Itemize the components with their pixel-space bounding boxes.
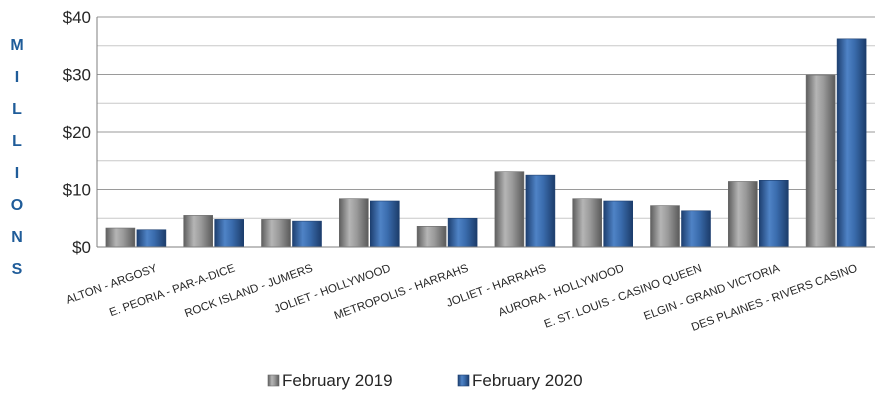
bar-february-2020: [525, 174, 556, 248]
bar-february-2020: [136, 229, 167, 248]
bar-february-2020: [758, 180, 789, 248]
legend-label-2019: February 2019: [282, 371, 393, 390]
y-tick-label: $10: [63, 181, 91, 200]
y-tick-label: $30: [63, 66, 91, 85]
y-label-letter: L: [12, 133, 22, 150]
x-tick-label: ROCK ISLAND - JUMERS: [183, 262, 315, 320]
bar-february-2020: [292, 220, 322, 248]
y-label-letter: N: [11, 229, 23, 246]
x-tick-label: E. PEORIA - PAR-A-DICE: [108, 262, 237, 319]
bar-february-2019: [261, 219, 291, 248]
bar-february-2019: [805, 74, 836, 248]
bar-february-2019: [105, 227, 136, 248]
y-label-letter: O: [10, 197, 24, 214]
y-label-letter: L: [12, 101, 22, 118]
x-tick-label: METROPOLIS - HARRAHS: [333, 262, 471, 322]
bar-february-2019: [183, 215, 213, 248]
y-label-letter: M: [10, 37, 24, 54]
y-tick-label: $0: [72, 238, 91, 257]
bar-february-2020: [836, 38, 867, 248]
bar-february-2020: [214, 219, 244, 248]
legend-swatch-2019: [267, 374, 280, 387]
y-label-letter: S: [11, 261, 23, 278]
bar-february-2019: [727, 181, 758, 248]
bar-february-2019: [338, 198, 369, 248]
legend-swatch-2020: [457, 374, 470, 387]
bar-february-2020: [447, 217, 478, 248]
y-tick-label: $20: [63, 123, 91, 142]
bar-february-2019: [650, 205, 680, 248]
y-axis-label: M I L L I O N S: [4, 30, 30, 286]
bar-february-2020: [369, 200, 400, 248]
y-label-letter: I: [14, 69, 20, 86]
bar-february-2020: [681, 210, 711, 248]
bar-february-2019: [416, 226, 447, 248]
bar-february-2019: [494, 171, 525, 248]
x-tick-label: AURORA - HOLLYWOOD: [497, 263, 626, 320]
legend-label-2020: February 2020: [472, 371, 583, 390]
y-label-letter: I: [14, 165, 20, 182]
bar-february-2019: [572, 198, 603, 248]
bar-february-2020: [603, 200, 634, 248]
y-tick-label: $40: [63, 8, 91, 27]
